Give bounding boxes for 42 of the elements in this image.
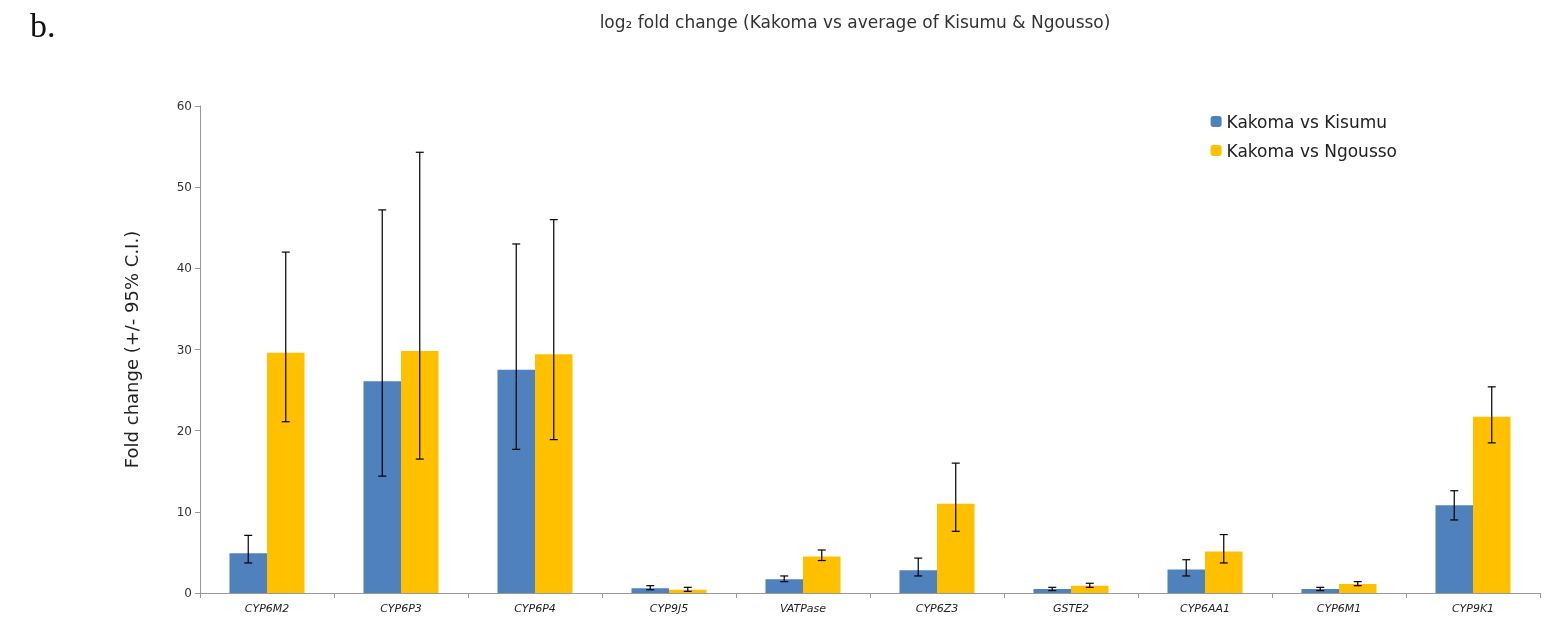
bar	[803, 556, 841, 593]
x-tick-label: CYP6P3	[380, 602, 422, 615]
x-tick-label: CYP6Z3	[915, 602, 959, 615]
bar	[1339, 584, 1377, 593]
x-tick-label: GSTE2	[1052, 602, 1090, 615]
bar	[669, 589, 707, 593]
bar	[1435, 505, 1473, 593]
chart-title: log₂ fold change (Kakoma vs average of Kisumu & Ngousso)	[599, 11, 1111, 32]
y-tick-label: 20	[176, 423, 192, 438]
bar	[1033, 588, 1071, 593]
bar	[899, 570, 937, 593]
x-tick-label: CYP6M1	[1316, 602, 1362, 615]
bar	[401, 351, 439, 593]
x-tick-label: VATPase	[779, 602, 827, 615]
bar	[937, 503, 975, 593]
legend-label: Kakoma vs Ngousso	[1226, 140, 1398, 161]
y-tick-label: 0	[184, 586, 192, 600]
bar	[765, 579, 803, 593]
x-tick-label: CYP9J5	[649, 602, 689, 615]
bar	[631, 588, 669, 593]
y-tick-label: 40	[176, 261, 192, 276]
y-tick-label: 30	[176, 342, 192, 357]
bar	[363, 381, 401, 593]
y-axis-title: Fold change (+/- 95% C.I.)	[120, 230, 142, 469]
x-tick-label: CYP6M2	[244, 602, 290, 615]
bar	[229, 553, 267, 593]
x-tick-label: CYP6P4	[514, 602, 556, 615]
y-tick-label: 50	[176, 180, 192, 195]
bar	[1473, 416, 1511, 593]
x-tick-label: CYP9K1	[1451, 602, 1495, 615]
bar	[1301, 588, 1339, 593]
bar	[267, 352, 305, 593]
bar	[535, 354, 573, 593]
y-tick-label: 10	[176, 504, 192, 519]
text: b.	[30, 6, 56, 44]
legend-label: Kakoma vs Kisumu	[1226, 111, 1388, 132]
y-tick-label: 60	[176, 99, 192, 113]
bar	[1071, 585, 1109, 593]
bar	[1205, 551, 1243, 593]
bar	[1167, 569, 1205, 593]
x-tick-label: CYP6AA1	[1179, 602, 1231, 615]
bar	[497, 369, 535, 593]
